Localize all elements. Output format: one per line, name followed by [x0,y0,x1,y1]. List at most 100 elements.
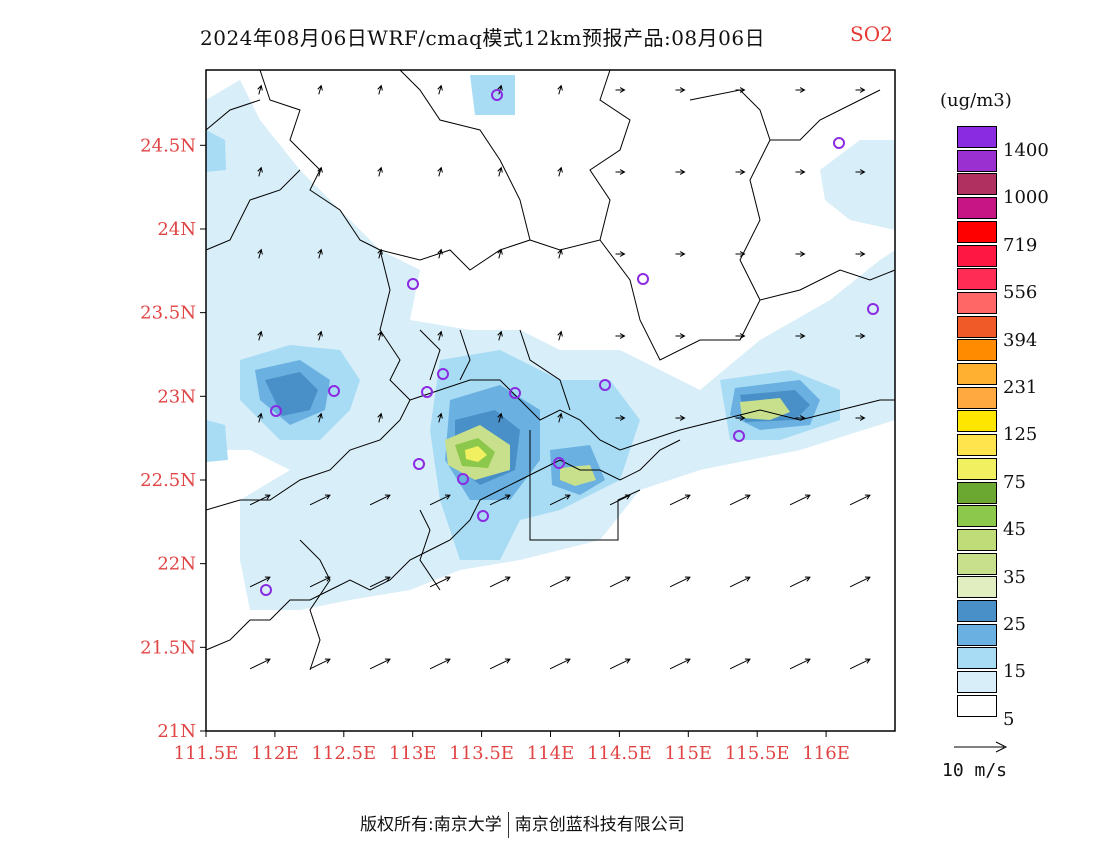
boundary-line [259,69,381,251]
wind-arrow-field [249,84,871,670]
circle-marker-icon [270,405,282,417]
wind-arrow-icon [257,166,263,177]
wind-arrow-icon [669,576,691,588]
wind-arrow-icon [249,658,271,670]
legend-swatch [957,552,997,575]
wind-arrow-icon [497,166,503,177]
legend-level-label: 231 [1003,377,1038,398]
coastline [419,509,441,591]
wind-arrow-icon [377,84,383,95]
legend-level-label: 556 [1003,282,1038,304]
legend-swatch [957,505,997,528]
legend-swatch [957,623,997,646]
wind-arrow-icon [369,576,391,588]
boundary-line [379,69,531,271]
circle-marker-icon [260,584,272,596]
copyright-separator [507,812,509,838]
wind-arrow-icon [795,415,806,421]
pollutant-label: SO2 [850,22,893,46]
wind-arrow-icon [489,576,511,588]
wind-arrow-icon [735,87,746,93]
legend-swatch [957,315,997,338]
lon-tick-label: 112.5E [311,743,376,764]
wind-arrow-icon [249,494,271,506]
circle-marker-icon [477,510,489,522]
lon-tick-label: 115.5E [725,743,790,764]
legend-swatch [957,291,997,314]
legend-swatch [957,197,997,220]
lon-tick-label: 113.5E [449,743,514,764]
wind-arrow-icon [377,166,383,177]
station-markers [260,89,879,596]
concentration-field [206,75,895,610]
wind-arrow-icon [557,84,563,95]
wind-arrow-icon [257,412,263,423]
lat-tick-label: 22.5N [140,470,196,491]
legend-swatch [957,434,997,457]
circle-marker-icon [553,457,565,469]
wind-arrow-icon [729,658,751,670]
wind-arrow-icon [675,415,686,421]
lat-tick-label: 21.5N [140,637,196,658]
wind-arrow-icon [317,166,323,177]
map-title: 2024年08月06日WRF/cmaq模式12km预报产品:08月06日 [200,26,766,50]
wind-arrow-icon [437,166,443,177]
boundary-line [689,89,881,141]
wind-arrow-icon [377,248,383,259]
lon-tick-label: 114E [527,743,575,764]
wind-arrow-icon [855,251,866,257]
wind-arrow-icon [317,412,323,423]
title-bar: 2024年08月06日WRF/cmaq模式12km预报产品:08月06日 SO2 [0,22,1100,52]
wind-arrow-icon [317,84,323,95]
lat-tick-label: 21N [157,721,196,742]
boundary-line [529,69,631,251]
wind-arrow-icon [557,412,563,423]
boundary-line [205,99,261,131]
circle-marker-icon [637,273,649,285]
boundary-line [409,379,895,451]
circle-marker-icon [867,303,879,315]
wind-arrow-icon [789,658,811,670]
wind-arrow-icon [729,576,751,588]
wind-arrow-icon [615,415,626,421]
legend-level-label: 25 [1003,614,1026,635]
legend-level-label: 394 [1003,329,1038,351]
wind-arrow-icon [317,248,323,259]
wind-arrow-icon [549,494,571,506]
wind-arrow-icon [309,576,331,588]
legend-level-label: 719 [1003,234,1038,256]
lon-tick-label: 111.5E [174,743,239,764]
wind-arrow-icon [735,333,746,339]
legend-level-label: 1400 [1003,140,1049,161]
boundary-line [599,239,896,361]
wind-arrow-icon [377,412,383,423]
legend-level-label: 35 [1003,566,1026,588]
wind-arrow-icon [609,494,631,506]
conc-area-5-ne [820,140,895,230]
legend-swatch [957,600,997,622]
legend-swatch [957,647,997,670]
conc-area-5 [206,80,895,610]
wind-arrow-icon [795,87,806,93]
circle-marker-icon [437,368,449,380]
wind-arrow-icon [855,333,866,339]
legend-level-label: 1000 [1003,187,1049,209]
wind-arrow-icon [735,251,746,257]
boundary-line [205,169,301,251]
legend-swatch [957,410,997,433]
wind-arrow-icon [615,251,626,257]
wind-arrow-icon [615,169,626,175]
wind-arrow-icon [795,169,806,175]
wind-arrow-icon [615,333,626,339]
longitude-axis: 111.5E 112E 112.5E 113E 113.5E 114E 114.5E 115E… [174,731,850,764]
wind-arrow-icon [429,576,451,588]
wind-arrow-icon [855,415,866,421]
legend-swatch [957,386,997,409]
lat-tick-label: 24N [157,219,196,240]
circle-marker-icon [328,385,340,397]
wind-arrow-icon [317,330,323,341]
circle-marker-icon [421,386,433,398]
wind-arrow-icon [609,576,631,588]
legend-swatch [957,173,997,196]
